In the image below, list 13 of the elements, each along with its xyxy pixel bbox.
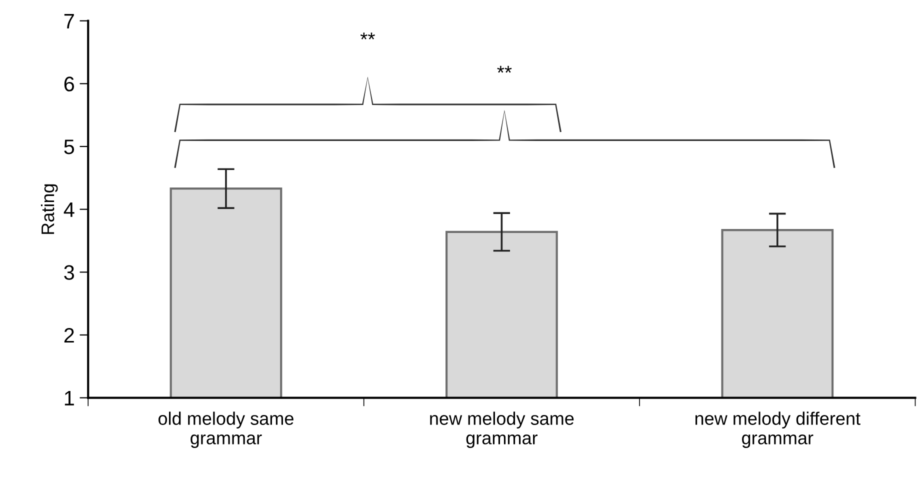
y-tick-label: 2 xyxy=(64,328,74,343)
y-tick-label: 1 xyxy=(64,391,74,406)
x-tick-label: new melody different grammar xyxy=(695,412,860,448)
annotation: ** xyxy=(497,66,512,73)
y-tick-label: 6 xyxy=(64,76,74,92)
y-tick-label: 3 xyxy=(64,265,74,280)
annotation: ** xyxy=(360,32,375,40)
y-tick-label: 5 xyxy=(64,140,74,154)
y-tick-label: 4 xyxy=(64,202,74,217)
y-axis-title: Rating xyxy=(40,184,58,234)
y-tick-label: 7 xyxy=(64,14,74,28)
x-tick-label: new melody same grammar xyxy=(430,412,574,448)
x-tick-label: old melody same grammar xyxy=(158,412,294,448)
